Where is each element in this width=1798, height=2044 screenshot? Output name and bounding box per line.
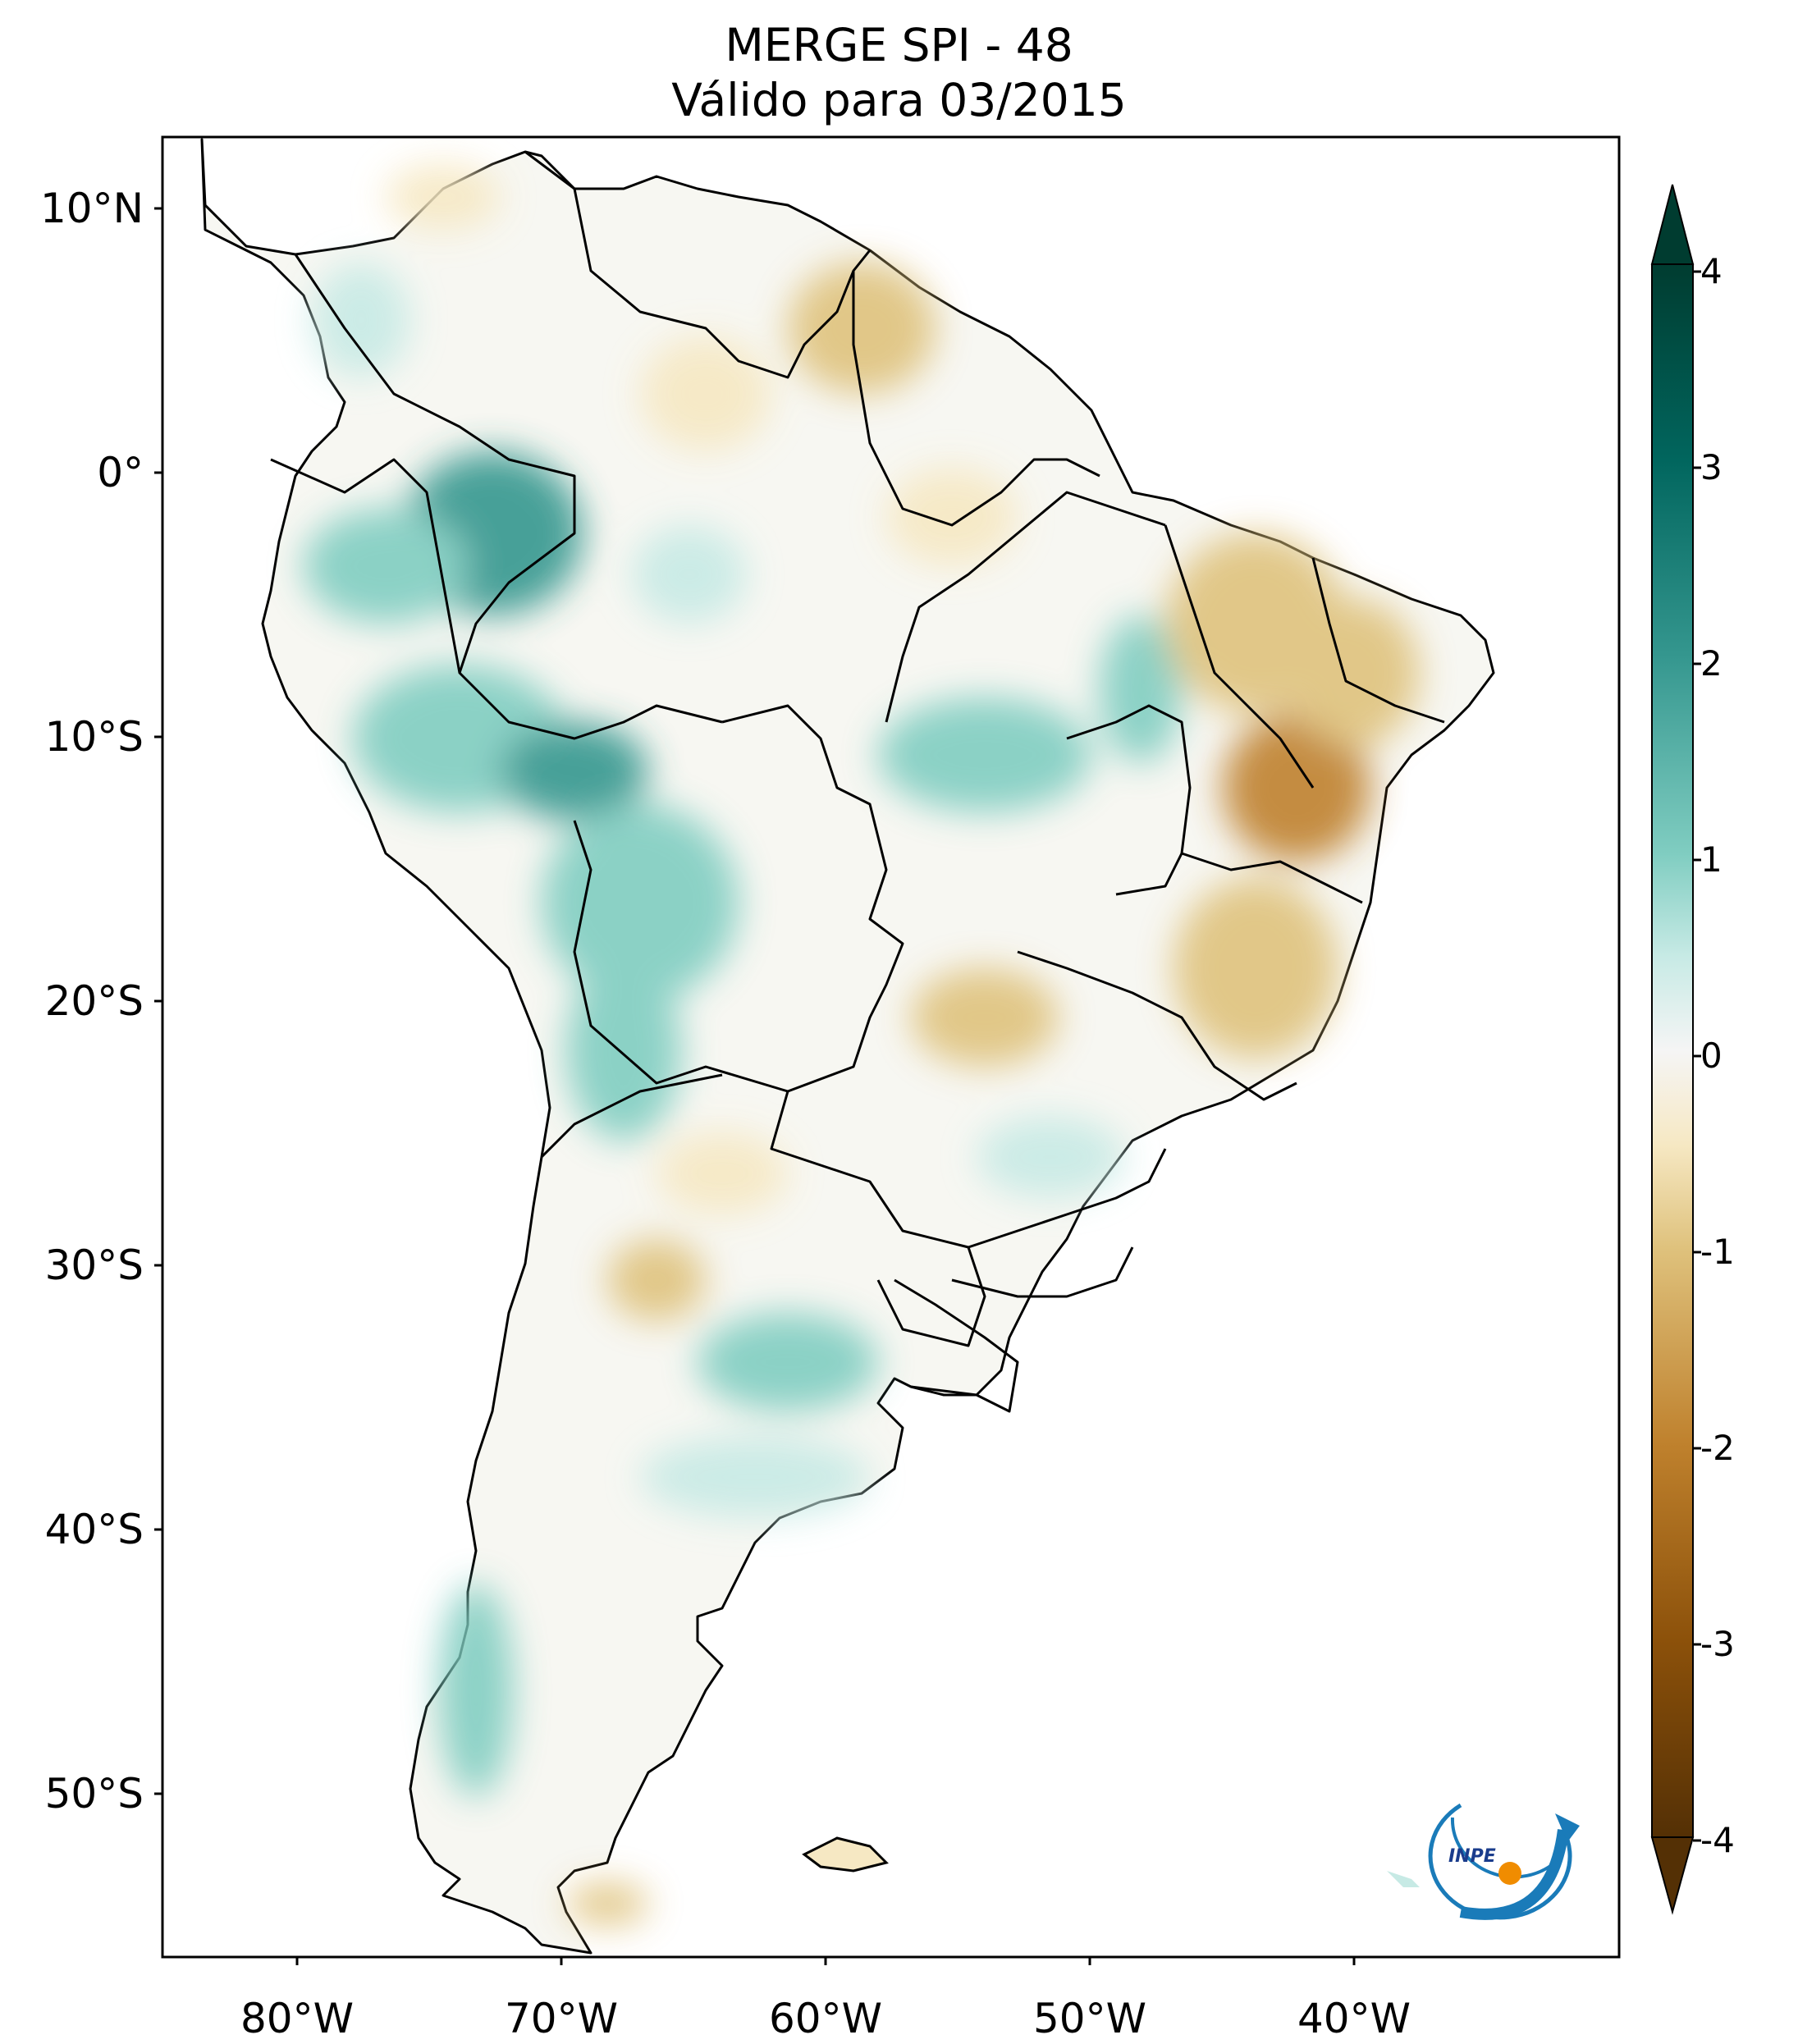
lon-tick-marks: [295, 1957, 1356, 1965]
border-colombia: [294, 254, 576, 674]
spi-field: [304, 164, 1420, 1924]
lon-label-50w: 50°W: [1032, 1995, 1147, 2042]
border-piaui: [1311, 557, 1445, 724]
colorbar-label-neg1: -1: [1700, 1232, 1735, 1272]
colorbar-label-1: 1: [1700, 839, 1723, 880]
map-subtitle: Válido para 03/2015: [671, 74, 1127, 126]
border-venezuela: [524, 150, 872, 379]
lat-label-10n: 10°N: [39, 185, 144, 232]
plot-frame: [161, 135, 1621, 1959]
colorbar-label-2: 2: [1700, 643, 1723, 684]
lat-label-0: 0°: [97, 449, 144, 496]
colorbar-label-neg2: -2: [1700, 1428, 1735, 1468]
lon-label-40w: 40°W: [1297, 1995, 1411, 2042]
border-chile-argentina: [540, 1073, 723, 1159]
border-uruguay: [894, 1278, 1019, 1413]
colorbar-ramp: [1651, 263, 1694, 1838]
lon-label-60w: 60°W: [768, 1995, 883, 2042]
lat-label-30s: 30°S: [44, 1241, 144, 1289]
colorbar-label-4: 4: [1700, 251, 1723, 291]
border-bolivia-west: [573, 820, 789, 1093]
border-peru-brazil: [270, 458, 723, 740]
lon-label-70w: 70°W: [504, 1995, 619, 2042]
falkland-islands: [802, 1836, 889, 1873]
colorbar-tick-marks: [1693, 270, 1701, 1842]
border-goias: [1066, 704, 1192, 896]
border-para: [885, 491, 1166, 723]
lat-label-20s: 20°S: [44, 977, 144, 1025]
border-bahia: [1181, 852, 1363, 904]
south-georgia: [1387, 1871, 1420, 1887]
political-borders: [270, 150, 1445, 1413]
border-sp-pr: [968, 1148, 1167, 1249]
border-ne-states: [1164, 524, 1315, 789]
inpe-logo-text: INPE: [1448, 1846, 1496, 1867]
border-guianas: [852, 271, 1100, 527]
lat-label-50s: 50°S: [44, 1770, 144, 1818]
lat-label-10s: 10°S: [44, 713, 144, 761]
colorbar-label-0: 0: [1700, 1036, 1723, 1076]
lat-tick-marks: [154, 207, 162, 1795]
lat-label-40s: 40°S: [44, 1506, 144, 1553]
lon-label-80w: 80°W: [240, 1995, 355, 2042]
border-mg: [1017, 950, 1297, 1101]
map-title: MERGE SPI - 48: [725, 19, 1073, 71]
colorbar-label-3: 3: [1700, 447, 1723, 487]
colorbar-extend-bottom: [1650, 1836, 1695, 1915]
colorbar: [1650, 184, 1701, 1915]
border-bolivia-brazil: [721, 704, 904, 1093]
border-sc: [951, 1246, 1134, 1298]
inpe-logo: [1428, 1803, 1580, 1920]
colorbar-label-neg4: -4: [1700, 1820, 1735, 1860]
colorbar-extend-top: [1650, 184, 1695, 265]
colorbar-label-neg3: -3: [1700, 1624, 1735, 1664]
